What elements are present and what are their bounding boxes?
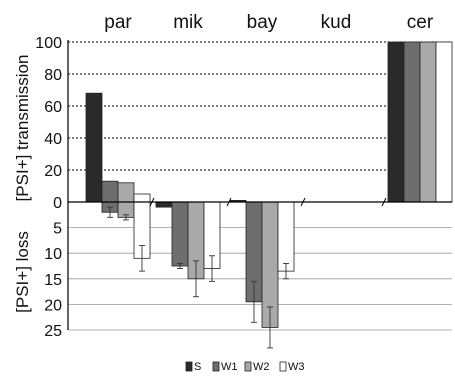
- tick-label-transmission: 0: [53, 195, 62, 212]
- label-layer: 0 20 40 60 80 100 5 10 15 20 25 par mik bay kud cer: [35, 12, 434, 340]
- y-axis-title-loss: [PSI+] loss: [13, 231, 32, 313]
- bar-transmission-S-cer: [387, 41, 405, 203]
- legend-swatch-S: [185, 361, 193, 372]
- axis-break-mark: [226, 197, 232, 207]
- tick-label-loss: 15: [44, 272, 62, 289]
- category-label-kud: kud: [321, 12, 352, 33]
- legend-swatch-W3: [279, 361, 287, 372]
- bar-loss-W3-bay: [277, 201, 295, 272]
- bar-transmission-W2-par: [117, 182, 135, 203]
- legend: S W1 W2 W3: [185, 361, 305, 373]
- bar-transmission-S-par: [85, 92, 103, 203]
- tick-label-transmission: 20: [44, 163, 62, 180]
- axis-break-mark: [381, 197, 387, 207]
- tick-label-transmission: 80: [44, 67, 62, 84]
- category-label-cer: cer: [407, 12, 434, 33]
- legend-swatch-W2: [244, 361, 252, 372]
- legend-label-W3: W3: [288, 361, 305, 373]
- bar-transmission-W3-par: [133, 193, 151, 203]
- category-label-par: par: [104, 12, 132, 33]
- legend-label-S: S: [194, 361, 201, 373]
- y-axis-title-transmission: [PSI+] transmission: [13, 55, 32, 202]
- tick-label-loss: 5: [53, 221, 62, 238]
- legend-label-W1: W1: [221, 361, 238, 373]
- bar-layer: [85, 41, 453, 349]
- axis-break-mark: [149, 197, 155, 207]
- category-label-mik: mik: [173, 12, 203, 33]
- bar-transmission-W2-cer: [419, 41, 437, 203]
- legend-label-W2: W2: [253, 361, 270, 373]
- axis-layer: [67, 40, 452, 330]
- bar-transmission-W1-par: [101, 180, 119, 203]
- legend-swatch-W1: [212, 361, 220, 372]
- tick-label-loss: 20: [44, 297, 62, 314]
- tick-label-transmission: 40: [44, 131, 62, 148]
- bar-transmission-W1-cer: [403, 41, 421, 203]
- tick-label-loss: 25: [44, 323, 62, 340]
- bar-transmission-W3-cer: [435, 41, 453, 203]
- bar-loss-S-mik: [155, 201, 173, 208]
- tick-label-transmission: 60: [44, 99, 62, 116]
- axis-break-mark: [300, 197, 306, 207]
- bar-loss-W1-mik: [171, 201, 189, 267]
- tick-label-transmission: 100: [35, 35, 62, 52]
- tick-label-loss: 10: [44, 246, 62, 263]
- category-label-bay: bay: [247, 12, 278, 33]
